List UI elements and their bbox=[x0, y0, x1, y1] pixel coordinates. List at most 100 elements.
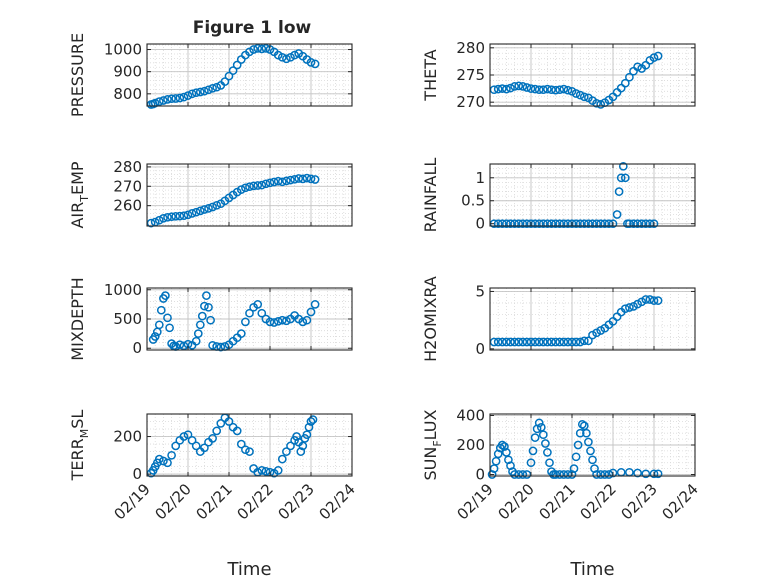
data-point bbox=[261, 466, 271, 476]
xtick-label: 02/20 bbox=[495, 480, 538, 523]
data-point bbox=[245, 308, 254, 318]
data-point bbox=[502, 219, 511, 229]
data-point bbox=[310, 300, 320, 309]
data-point bbox=[579, 92, 589, 102]
subplot-rainfall: 0 0.5 1 RAINFALL bbox=[421, 158, 696, 233]
data-point bbox=[167, 212, 176, 222]
data-point bbox=[526, 337, 536, 347]
ytick-label: 0.5 bbox=[461, 192, 485, 210]
data-point bbox=[497, 84, 507, 93]
data-point bbox=[310, 175, 320, 184]
data-point bbox=[579, 336, 589, 346]
data-point bbox=[653, 296, 663, 305]
ylabel: RAINFALL bbox=[421, 158, 440, 233]
data-point bbox=[633, 219, 642, 229]
ylabel: THETA bbox=[421, 49, 440, 101]
data-point bbox=[514, 81, 524, 91]
xtick-label: 02/19 bbox=[111, 480, 154, 523]
data-point bbox=[261, 44, 271, 53]
xtick-label: 02/23 bbox=[275, 480, 318, 523]
data-point bbox=[526, 84, 536, 93]
data-point bbox=[497, 440, 507, 450]
axes-frame bbox=[489, 163, 696, 227]
data-point bbox=[493, 84, 503, 94]
ytick-label: 400 bbox=[456, 406, 485, 424]
ytick-label: 1 bbox=[475, 169, 485, 187]
data-point bbox=[163, 212, 172, 222]
data-point bbox=[633, 62, 642, 72]
data-point bbox=[522, 83, 532, 92]
data-point bbox=[290, 174, 299, 184]
data-point bbox=[551, 219, 560, 229]
data-point bbox=[534, 219, 544, 229]
data-point bbox=[212, 82, 222, 92]
ytick-label: 0 bbox=[132, 465, 142, 483]
data-point bbox=[183, 430, 193, 440]
data-point bbox=[195, 87, 205, 97]
data-point bbox=[612, 210, 622, 219]
ytick-label: 5 bbox=[475, 282, 485, 300]
data-point bbox=[608, 219, 618, 229]
xlabel: Time bbox=[569, 559, 614, 580]
data-point bbox=[573, 440, 583, 450]
data-point bbox=[497, 337, 507, 347]
data-point bbox=[534, 85, 544, 95]
data-point bbox=[497, 219, 507, 229]
xtick-label: 02/21 bbox=[536, 480, 579, 523]
data-point bbox=[298, 317, 308, 327]
data-point bbox=[592, 219, 601, 229]
subplot-pressure: 800 900 1000 PRESSURE bbox=[68, 33, 353, 117]
data-point bbox=[265, 317, 275, 327]
ytick-label: 800 bbox=[113, 85, 142, 103]
data-point bbox=[543, 219, 552, 229]
ytick-label: 0 bbox=[475, 340, 485, 358]
data-point bbox=[506, 337, 515, 347]
data-point bbox=[277, 52, 287, 62]
data-point bbox=[277, 177, 287, 187]
ylabel: PRESSURE bbox=[68, 33, 87, 117]
data-point bbox=[241, 445, 250, 455]
ytick-label: 280 bbox=[456, 39, 485, 57]
data-point bbox=[547, 337, 556, 347]
data-point bbox=[310, 59, 320, 69]
data-point bbox=[249, 181, 258, 191]
data-point bbox=[518, 82, 528, 91]
data-point bbox=[538, 337, 548, 347]
data-point bbox=[592, 470, 601, 479]
data-point bbox=[292, 432, 301, 441]
data-point bbox=[582, 428, 591, 438]
data-point bbox=[202, 291, 211, 300]
data-point bbox=[175, 340, 185, 350]
data-point bbox=[575, 219, 585, 229]
data-point bbox=[175, 211, 185, 221]
ytick-label: 500 bbox=[113, 310, 142, 328]
xtick-label: 02/24 bbox=[659, 480, 702, 523]
data-point bbox=[187, 435, 197, 445]
data-point bbox=[502, 337, 511, 347]
data-point bbox=[641, 469, 651, 479]
data-point bbox=[193, 329, 203, 338]
data-point bbox=[506, 83, 515, 93]
data-point bbox=[596, 219, 606, 229]
xtick-label: 02/19 bbox=[454, 480, 497, 523]
data-point bbox=[528, 446, 538, 456]
axes-frame bbox=[489, 287, 696, 351]
data-point bbox=[563, 85, 573, 95]
data-point bbox=[534, 418, 544, 428]
data-point bbox=[575, 90, 585, 100]
subplot-sun-flux: 0 200 400 SUNFLUX 02/1902/2002/2102/2202/230… bbox=[421, 406, 702, 580]
data-point bbox=[608, 468, 618, 478]
data-point bbox=[191, 88, 201, 98]
data-point bbox=[232, 60, 242, 70]
data-point bbox=[586, 446, 595, 456]
data-point bbox=[208, 83, 217, 93]
data-point bbox=[286, 175, 295, 185]
ylabel: AIRTEMP bbox=[68, 161, 91, 228]
data-point bbox=[493, 337, 503, 347]
data-point bbox=[538, 430, 548, 440]
xtick-label: 02/24 bbox=[316, 480, 359, 523]
data-point bbox=[216, 419, 226, 428]
ytick-label: 0 bbox=[132, 339, 142, 357]
data-point bbox=[649, 53, 659, 62]
